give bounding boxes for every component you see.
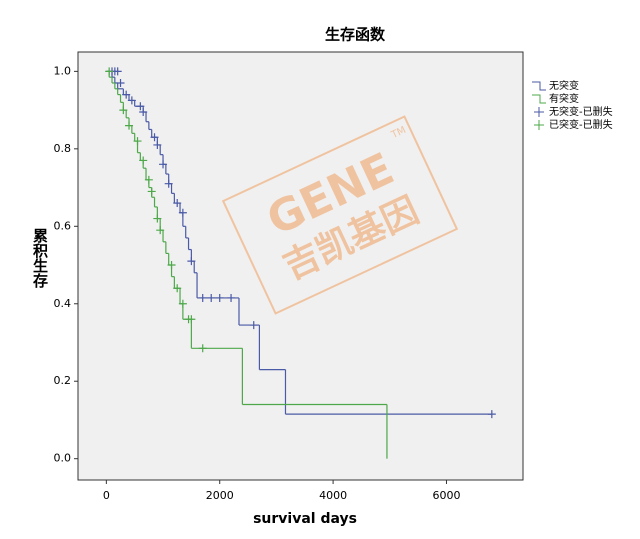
- censor-mark: [178, 299, 187, 308]
- censor-mark: [150, 133, 159, 142]
- censor-mark: [215, 293, 224, 302]
- legend-swatch: [532, 81, 546, 91]
- censor-mark: [113, 67, 122, 76]
- x-tick-label: 0: [103, 489, 110, 502]
- watermark-frame: [221, 115, 459, 315]
- censor-mark: [164, 179, 173, 188]
- x-tick-label: 2000: [206, 489, 234, 502]
- legend-swatch: [534, 107, 544, 117]
- censor-mark: [207, 293, 216, 302]
- y-tick-label: 0.2: [54, 374, 72, 387]
- censor-mark: [198, 344, 207, 353]
- legend-label: 无突变-已删失: [549, 105, 613, 118]
- censor-mark: [198, 293, 207, 302]
- x-tick-label: 4000: [319, 489, 347, 502]
- censor-mark: [187, 257, 196, 266]
- y-tick-label: 0.8: [54, 142, 72, 155]
- x-axis-label: survival days: [253, 511, 357, 527]
- censor-mark: [173, 284, 182, 293]
- censor-mark: [119, 106, 128, 115]
- censor-mark: [105, 67, 114, 76]
- censor-mark: [227, 293, 236, 302]
- y-tick-label: 0.6: [54, 219, 72, 232]
- censor-mark: [178, 208, 187, 217]
- y-axis-label: 累积生存: [31, 228, 49, 288]
- y-tick-label: 1.0: [54, 64, 72, 77]
- legend-swatch: [532, 94, 546, 104]
- chart-title: 生存函数: [325, 26, 386, 44]
- censor-mark: [153, 214, 162, 223]
- censor-mark: [122, 90, 131, 99]
- censor-mark: [159, 160, 168, 169]
- censor-mark: [167, 261, 176, 270]
- censor-mark: [139, 156, 148, 165]
- censor-mark: [153, 140, 162, 149]
- censor-mark: [139, 108, 148, 117]
- censor-mark: [116, 78, 125, 87]
- censor-mark: [125, 121, 134, 130]
- legend-swatch: [534, 120, 544, 130]
- legend-label: 已突变-已删失: [549, 118, 613, 131]
- y-tick-label: 0.0: [54, 452, 72, 465]
- plot-area: [77, 51, 524, 481]
- y-tick-label: 0.4: [54, 297, 72, 310]
- censor-mark: [136, 102, 145, 111]
- censor-mark: [249, 321, 258, 330]
- censor-mark: [173, 199, 182, 208]
- censor-mark: [156, 226, 165, 235]
- censor-mark: [144, 175, 153, 184]
- legend-label: 无突变: [549, 79, 579, 92]
- censor-mark: [487, 410, 496, 419]
- legend-label: 有突变: [549, 92, 579, 105]
- censor-mark: [187, 315, 196, 324]
- censor-mark: [147, 187, 156, 196]
- censor-mark: [127, 96, 136, 105]
- censor-mark: [133, 137, 142, 146]
- x-tick-label: 6000: [432, 489, 460, 502]
